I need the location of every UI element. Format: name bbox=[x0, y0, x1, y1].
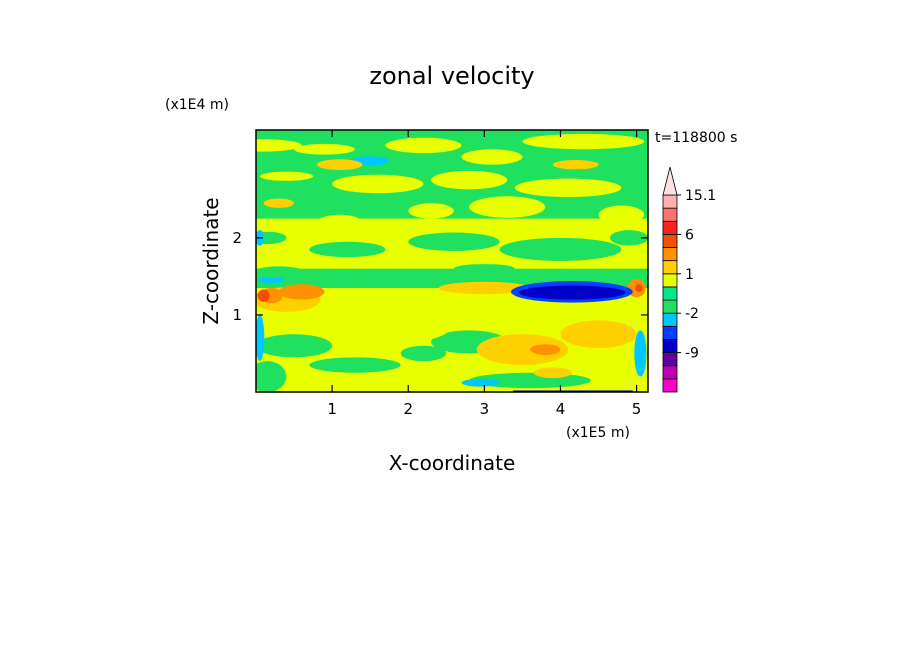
field-contour-47 bbox=[257, 289, 270, 302]
field-contour-3 bbox=[461, 149, 523, 165]
colorbar-segment bbox=[662, 273, 678, 288]
field-contour-25 bbox=[400, 345, 447, 362]
field-contour-37 bbox=[438, 281, 531, 295]
x-unit-label: (x1E5 m) bbox=[566, 425, 630, 441]
field-contour-8 bbox=[514, 178, 622, 198]
colorbar-label: 15.1 bbox=[685, 188, 716, 204]
colorbar-extension bbox=[662, 166, 678, 196]
field-contour-42 bbox=[316, 159, 363, 171]
field-contour-41 bbox=[552, 160, 599, 170]
colorbar-label: -2 bbox=[685, 306, 699, 322]
y-axis: 12 bbox=[232, 229, 648, 324]
field-contour-5 bbox=[259, 171, 314, 181]
field-contour-15 bbox=[309, 241, 386, 258]
x-tick-label: 4 bbox=[556, 400, 566, 418]
colorbar-label: 1 bbox=[685, 267, 694, 283]
field-contour-1 bbox=[294, 143, 355, 155]
colorbar-segment bbox=[662, 286, 678, 301]
velocity-field bbox=[256, 133, 648, 392]
chart-title: zonal velocity bbox=[369, 62, 534, 90]
field-contour-19 bbox=[453, 264, 515, 274]
field-contour-20 bbox=[256, 266, 306, 279]
field-contour-14 bbox=[256, 231, 287, 245]
colorbar-label: 6 bbox=[685, 227, 694, 243]
field-contour-9 bbox=[469, 196, 546, 218]
colorbar-segment bbox=[662, 339, 678, 354]
time-label: t=118800 s bbox=[655, 130, 737, 146]
y-unit-label: (x1E4 m) bbox=[165, 97, 229, 113]
field-contour-18 bbox=[362, 193, 424, 206]
x-tick-label: 5 bbox=[632, 400, 642, 418]
bottom-jet bbox=[513, 390, 633, 392]
colorbar-segment bbox=[662, 325, 678, 340]
field-contour-2 bbox=[385, 137, 462, 154]
colorbar-segment bbox=[662, 194, 678, 209]
field-contour-17 bbox=[499, 237, 622, 261]
x-axis-label: X-coordinate bbox=[389, 451, 516, 475]
field-contour-13 bbox=[408, 203, 454, 219]
field-contour-45 bbox=[530, 344, 561, 356]
colorbar-segment bbox=[662, 365, 678, 380]
colorbar: 15.1 6 1 -2 -9 bbox=[662, 166, 716, 393]
field-contour-35 bbox=[362, 303, 454, 342]
field-contour-6 bbox=[332, 174, 424, 194]
field-contour-0 bbox=[256, 139, 302, 152]
colorbar-segment bbox=[662, 299, 678, 314]
plot-area bbox=[256, 130, 648, 392]
field-contour-12 bbox=[598, 205, 645, 225]
y-tick-label: 1 bbox=[232, 306, 242, 324]
field-contour-48 bbox=[635, 284, 643, 292]
field-contour-30 bbox=[461, 378, 500, 387]
jet-core bbox=[518, 285, 626, 300]
x-axis: 1 2 3 4 5 bbox=[327, 130, 641, 418]
x-tick-label: 1 bbox=[327, 400, 337, 418]
colorbar-segment bbox=[662, 207, 678, 222]
field-contour-7 bbox=[431, 170, 508, 190]
colorbar-label: -9 bbox=[685, 346, 699, 362]
field-contour-43 bbox=[278, 284, 325, 300]
field-contour-32 bbox=[634, 330, 647, 377]
field-contour-28 bbox=[256, 314, 265, 362]
colorbar-segment bbox=[662, 312, 678, 327]
field-contour-38 bbox=[476, 334, 569, 366]
colorbar-segment bbox=[662, 247, 678, 262]
field-contour-24 bbox=[309, 357, 401, 373]
colorbar-segment bbox=[662, 352, 678, 367]
field-contour-40 bbox=[533, 367, 572, 379]
colorbar-segment bbox=[662, 233, 678, 248]
field-contour-4 bbox=[522, 133, 645, 150]
field-contour-23 bbox=[256, 361, 287, 392]
field-contour-10 bbox=[263, 198, 295, 208]
y-axis-label: Z-coordinate bbox=[199, 197, 223, 324]
colorbar-segment bbox=[662, 378, 678, 393]
field-contour-22 bbox=[256, 334, 333, 358]
field-contour-16 bbox=[408, 232, 500, 251]
field-contour-11 bbox=[316, 214, 363, 231]
y-tick-label: 2 bbox=[232, 229, 242, 247]
colorbar-segment bbox=[662, 220, 678, 235]
colorbar-segment bbox=[662, 260, 678, 275]
x-tick-label: 3 bbox=[480, 400, 490, 418]
field-contour-21 bbox=[609, 230, 648, 246]
plot-frame bbox=[255, 129, 649, 393]
field-contour-33 bbox=[257, 277, 285, 284]
x-tick-label: 2 bbox=[403, 400, 413, 418]
field-contour-39 bbox=[560, 320, 637, 349]
